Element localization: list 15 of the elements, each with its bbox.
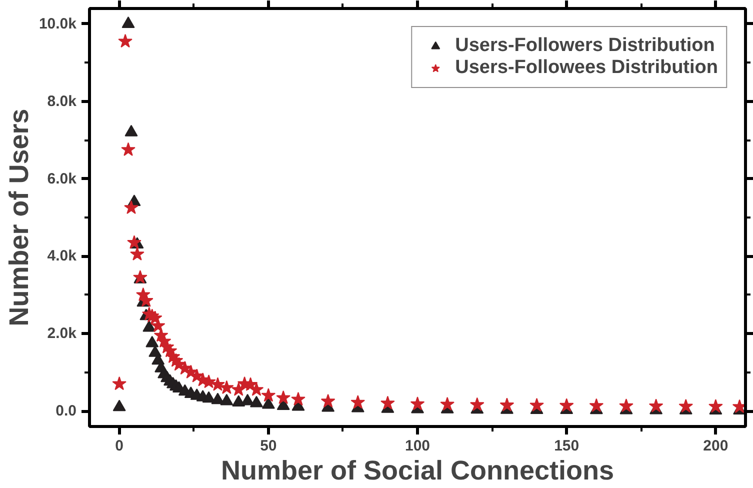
x-axis-title: Number of Social Connections bbox=[220, 456, 614, 486]
y-tick-label: 2.0k bbox=[47, 325, 78, 342]
x-tick-label: 100 bbox=[404, 438, 430, 454]
x-tick-label: 50 bbox=[260, 438, 277, 454]
y-tick-label: 4.0k bbox=[47, 248, 78, 265]
x-tick-label: 150 bbox=[554, 438, 580, 454]
legend-label: Users-Followees Distribution bbox=[455, 57, 718, 79]
x-tick-label: 200 bbox=[703, 438, 728, 454]
x-tick-label: 0 bbox=[115, 438, 124, 454]
y-axis-title: Number of Users bbox=[4, 108, 34, 326]
y-tick-label: 10.0k bbox=[38, 15, 78, 32]
legend-label: Users-Followers Distribution bbox=[455, 35, 715, 57]
y-tick-label: 6.0k bbox=[47, 170, 78, 188]
y-tick-label: 0.0 bbox=[56, 402, 77, 420]
y-tick-label: 8.0k bbox=[47, 92, 78, 110]
